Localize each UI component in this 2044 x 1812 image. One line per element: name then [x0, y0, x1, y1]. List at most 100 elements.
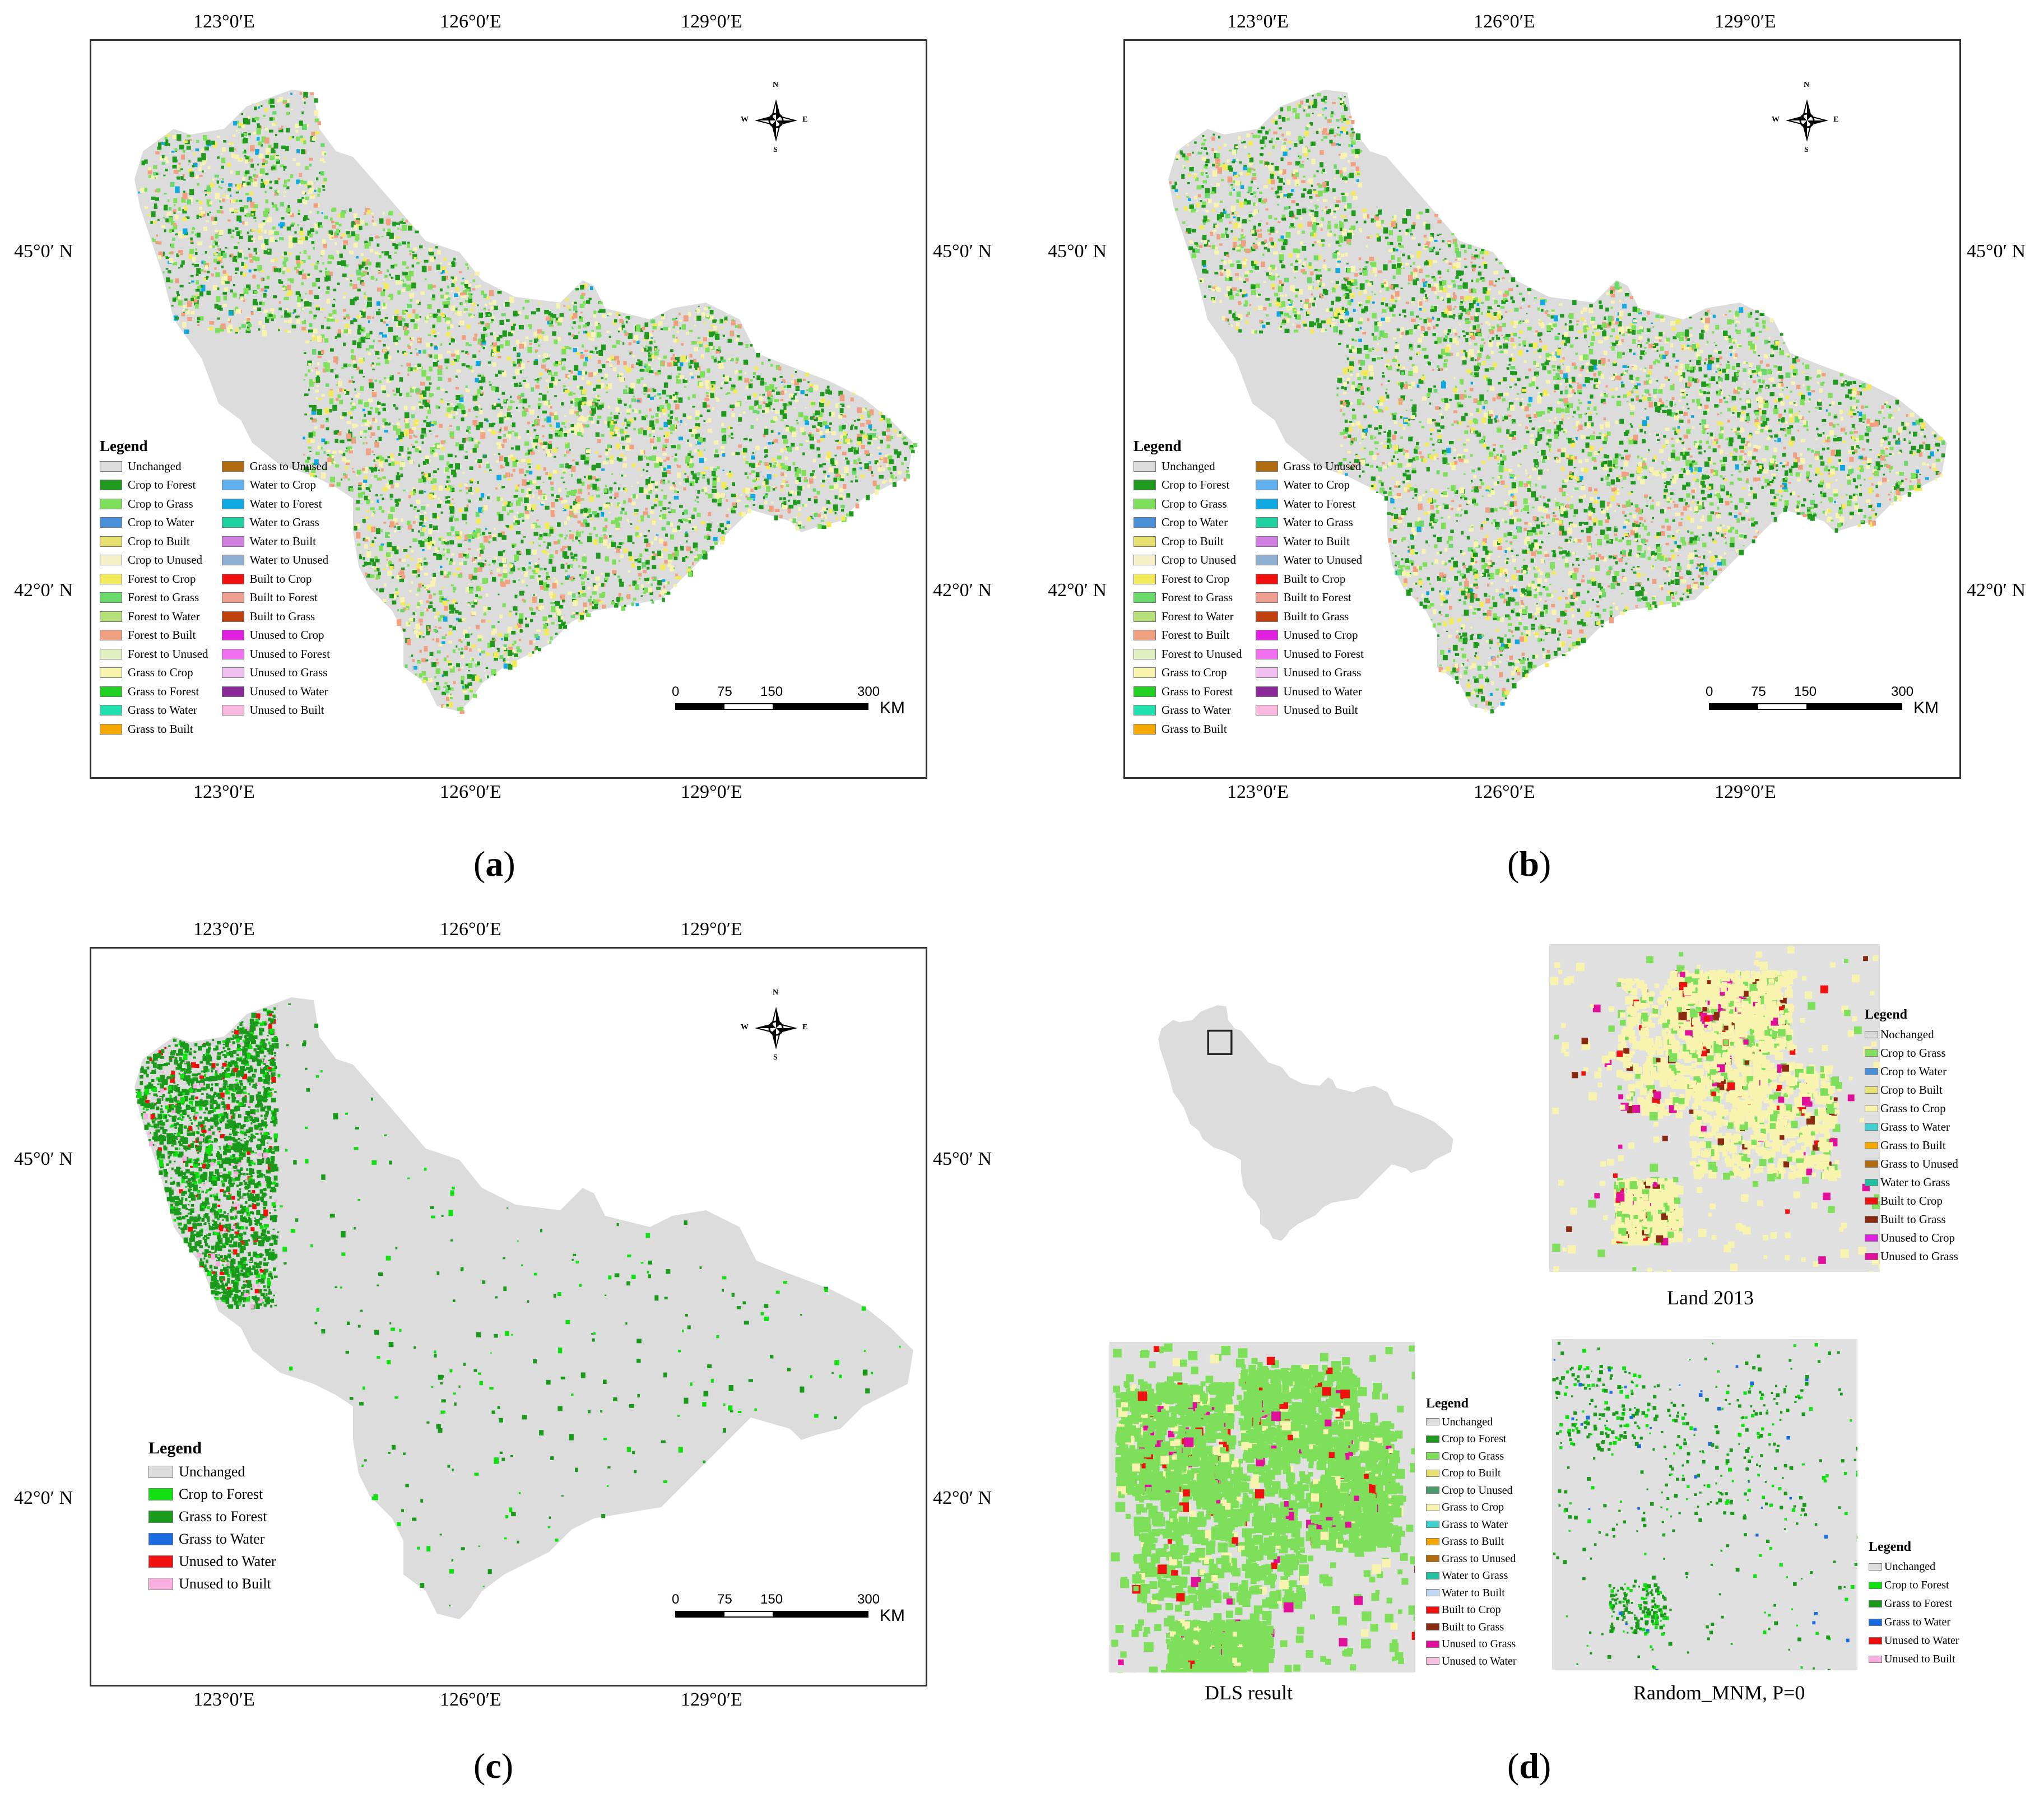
change-patch	[697, 337, 700, 339]
change-patch	[632, 355, 635, 357]
change-patch	[424, 491, 426, 493]
change-patch	[701, 471, 705, 475]
change-patch	[577, 478, 582, 484]
change-patch	[327, 327, 329, 329]
change-patch	[593, 310, 597, 314]
change-patch	[454, 405, 459, 408]
change-patch	[323, 161, 326, 163]
change-patch	[214, 252, 219, 255]
change-patch	[583, 511, 588, 517]
change-patch	[320, 334, 325, 338]
change-patch	[341, 260, 346, 266]
change-patch	[405, 422, 410, 429]
change-patch	[389, 566, 394, 570]
change-patch	[552, 331, 556, 336]
change-patch	[371, 500, 374, 503]
change-patch	[546, 546, 549, 549]
change-patch	[170, 182, 175, 187]
change-patch	[519, 468, 524, 474]
change-patch	[350, 320, 354, 324]
change-patch	[588, 355, 592, 359]
change-patch	[264, 285, 270, 289]
change-patch	[786, 403, 790, 406]
change-patch	[447, 475, 450, 478]
change-patch	[645, 478, 651, 486]
change-patch	[493, 652, 499, 658]
change-patch	[447, 532, 452, 536]
change-patch	[448, 571, 452, 575]
change-patch	[484, 612, 486, 614]
change-patch	[312, 282, 317, 287]
change-patch	[454, 455, 457, 458]
change-patch	[477, 587, 481, 592]
change-patch	[858, 462, 862, 464]
change-patch	[296, 296, 302, 303]
change-patch	[395, 275, 400, 281]
change-patch	[663, 421, 668, 428]
change-patch	[412, 445, 416, 448]
change-patch	[207, 328, 210, 331]
change-patch	[524, 506, 528, 511]
change-patch	[294, 267, 297, 270]
change-patch	[578, 594, 581, 598]
change-patch	[705, 392, 709, 395]
change-patch	[829, 412, 833, 416]
change-patch	[196, 175, 199, 179]
change-patch	[625, 427, 628, 429]
change-patch	[310, 417, 313, 420]
change-patch	[594, 513, 600, 518]
change-patch	[223, 295, 227, 301]
change-patch	[459, 483, 462, 487]
change-patch	[708, 331, 713, 337]
change-patch	[347, 389, 350, 392]
change-patch	[518, 579, 520, 581]
change-patch	[245, 329, 251, 333]
change-patch	[448, 640, 452, 644]
change-patch	[357, 289, 361, 292]
change-patch	[667, 375, 672, 379]
change-patch	[405, 419, 409, 424]
change-patch	[286, 292, 291, 296]
change-patch	[417, 363, 421, 368]
change-patch	[299, 252, 301, 254]
change-patch	[405, 309, 408, 313]
change-patch	[879, 436, 881, 439]
change-patch	[631, 398, 637, 402]
change-patch	[802, 526, 805, 529]
change-patch	[395, 591, 399, 595]
change-patch	[153, 171, 157, 176]
change-patch	[475, 460, 477, 463]
change-patch	[224, 276, 229, 281]
change-patch	[197, 320, 200, 323]
change-patch	[388, 463, 393, 466]
change-patch	[255, 252, 258, 255]
change-patch	[803, 479, 809, 482]
change-patch	[794, 393, 797, 396]
change-patch	[435, 638, 440, 643]
change-patch	[203, 277, 206, 281]
change-patch	[506, 463, 509, 466]
change-patch	[894, 449, 898, 455]
change-patch	[522, 379, 526, 382]
change-patch	[148, 174, 152, 178]
change-patch	[414, 323, 418, 329]
change-patch	[402, 559, 406, 562]
change-patch	[274, 180, 278, 184]
change-patch	[383, 568, 386, 570]
change-patch	[857, 441, 862, 445]
change-patch	[482, 339, 486, 343]
change-patch	[616, 457, 620, 461]
change-patch	[540, 377, 542, 379]
change-patch	[360, 482, 365, 489]
change-patch	[577, 500, 581, 504]
change-patch	[768, 401, 772, 406]
change-patch	[217, 287, 220, 290]
change-patch	[445, 496, 448, 500]
change-patch	[389, 547, 393, 551]
change-patch	[533, 439, 538, 443]
change-patch	[397, 227, 399, 230]
change-patch	[564, 537, 567, 540]
change-patch	[271, 318, 274, 322]
change-patch	[703, 420, 705, 422]
change-patch	[509, 525, 514, 530]
